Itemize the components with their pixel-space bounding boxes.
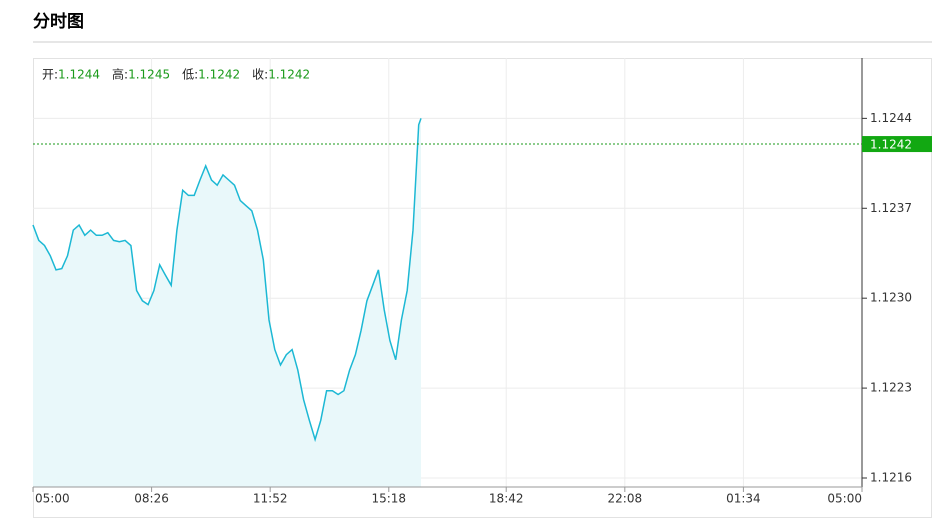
x-tick-label: 08:26: [134, 492, 169, 506]
info-label: 低:: [182, 68, 198, 82]
y-tick-label: 1.1216: [870, 471, 912, 485]
last-price-label: 1.1242: [870, 138, 912, 152]
x-tick-label: 11:52: [253, 492, 288, 506]
info-value: 1.1245: [128, 68, 170, 82]
x-tick-label: 18:42: [489, 492, 524, 506]
info-label: 高:: [112, 67, 128, 82]
y-tick-label: 1.1237: [870, 201, 912, 215]
info-label: 开:: [42, 68, 58, 82]
x-tick-label: 05:00: [35, 492, 70, 506]
y-tick-label: 1.1223: [870, 381, 912, 395]
last-price-box: [862, 136, 932, 153]
page-title: 分时图: [33, 12, 84, 32]
y-tick-label: 1.1244: [870, 111, 912, 125]
x-tick-label: 05:00: [827, 492, 862, 506]
info-value: 1.1242: [268, 68, 310, 82]
y-tick-label: 1.1230: [870, 291, 912, 305]
info-value: 1.1242: [198, 68, 240, 82]
x-tick-label: 15:18: [371, 492, 406, 506]
area: [33, 118, 421, 488]
info-value: 1.1244: [58, 68, 100, 82]
price-line: [32, 118, 422, 443]
info-label: 收:: [252, 68, 268, 82]
x-tick-label: 01:34: [726, 492, 761, 506]
x-tick-label: 22:08: [608, 492, 643, 506]
